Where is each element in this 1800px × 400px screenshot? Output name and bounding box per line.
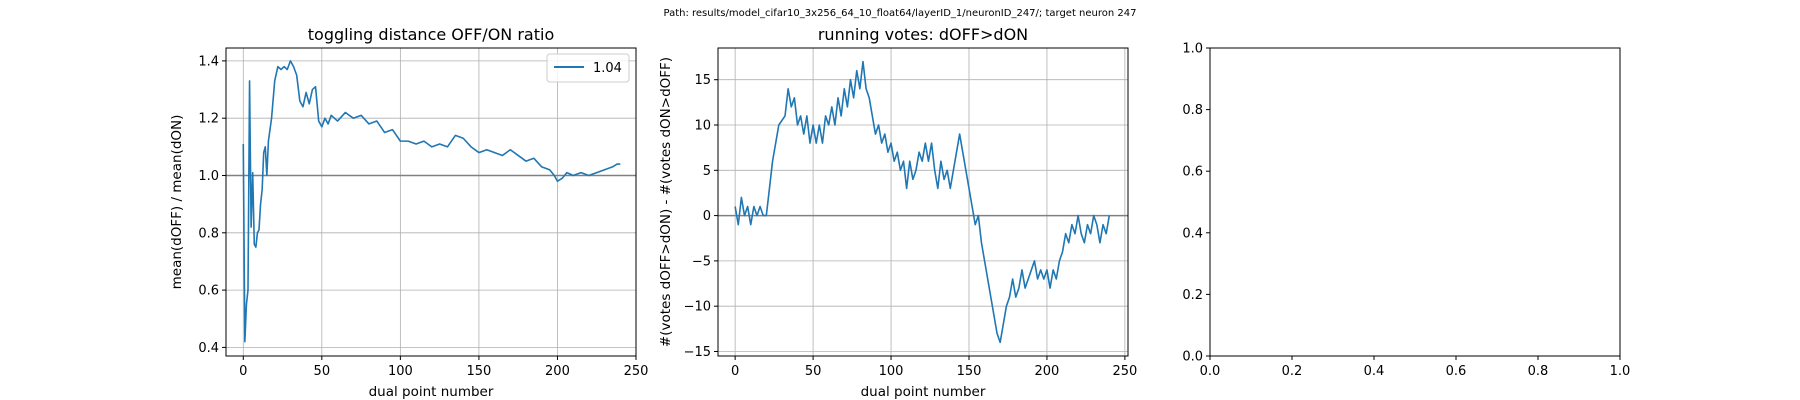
ratio-chart-line-series xyxy=(242,60,621,343)
empty-chart-frame xyxy=(1209,47,1621,357)
empty-chart-y-tick-label: 0.0 xyxy=(1182,350,1203,365)
votes-chart-frame xyxy=(717,47,1129,357)
votes-chart-axes-frame xyxy=(717,47,1129,357)
ratio-chart-x-tick-label: 150 xyxy=(466,364,491,379)
votes-chart-x-tick-label: 50 xyxy=(805,364,822,379)
ratio-chart-y-tick-label: 1.4 xyxy=(198,54,219,69)
ratio-chart-y-tick-label: 1.2 xyxy=(198,112,219,127)
empty-chart-y-ticks: 0.0 0.2 0.4 0.6 0.8 1.0 xyxy=(1182,42,1210,365)
legend-box xyxy=(546,53,630,83)
empty-chart-y-tick-label: 0.4 xyxy=(1182,226,1203,241)
ratio-chart-y-ticks: 0.4 0.6 0.8 1.0 1.2 1.4 xyxy=(198,54,226,356)
votes-chart-x-tick-label: 200 xyxy=(1035,364,1060,379)
empty-chart-panel: 0.0 0.2 0.4 0.6 0.8 1.0 0.0 0.2 0.4 0.6 0.8 1.0 xyxy=(1182,42,1630,380)
votes-chart-x-tick-label: 100 xyxy=(879,364,904,379)
votes-chart-y-ticks: −15 −10 −5 0 5 10 15 xyxy=(684,73,718,360)
votes-chart-y-tick-label: 15 xyxy=(694,73,711,88)
ratio-chart-x-tick-label: 0 xyxy=(239,364,247,379)
figure-suptitle: Path: results/model_cifar10_3x256_64_10_… xyxy=(664,8,1137,19)
empty-chart-x-tick-label: 0.0 xyxy=(1200,364,1221,379)
empty-chart-x-tick-label: 0.8 xyxy=(1528,364,1549,379)
votes-chart-y-tick-label: 5 xyxy=(703,164,711,179)
empty-chart-y-tick-label: 1.0 xyxy=(1182,42,1203,57)
ratio-chart-x-ticks: 0 50 100 150 200 250 xyxy=(239,356,648,379)
empty-chart-x-tick-label: 0.4 xyxy=(1364,364,1385,379)
votes-chart-y-tick-label: 0 xyxy=(703,209,711,224)
votes-chart-grid xyxy=(718,48,1128,356)
ratio-chart-x-tick-label: 100 xyxy=(388,364,413,379)
ratio-chart-y-tick-label: 0.4 xyxy=(198,341,219,356)
empty-chart-y-tick-label: 0.6 xyxy=(1182,165,1203,180)
empty-chart-x-ticks: 0.0 0.2 0.4 0.6 0.8 1.0 xyxy=(1200,356,1631,379)
ratio-chart-panel: 0 50 100 150 200 250 0.4 0.6 0.8 1.0 1.2 1.4 toggl… xyxy=(169,25,648,400)
ratio-chart-axes-frame xyxy=(225,47,637,357)
votes-chart-line-series xyxy=(734,60,1111,344)
ratio-chart-legend: 1.04 xyxy=(546,53,630,83)
empty-chart-y-tick-label: 0.8 xyxy=(1182,103,1203,118)
votes-chart-y-tick-label: −5 xyxy=(692,254,711,269)
ratio-chart-frame xyxy=(225,47,637,357)
ratio-chart-title: toggling distance OFF/ON ratio xyxy=(308,25,554,44)
votes-chart-y-tick-label: −10 xyxy=(684,300,711,315)
votes-chart-series xyxy=(734,60,1111,344)
votes-chart-x-tick-label: 0 xyxy=(731,364,739,379)
ratio-chart-y-axis-label: mean(dOFF) / mean(dON) xyxy=(169,115,185,290)
votes-chart-x-tick-label: 250 xyxy=(1112,364,1137,379)
ratio-chart-series xyxy=(242,60,621,343)
ratio-chart-x-tick-label: 200 xyxy=(545,364,570,379)
ratio-chart-y-tick-label: 1.0 xyxy=(198,169,219,184)
votes-chart-x-ticks: 0 50 100 150 200 250 xyxy=(731,356,1137,379)
ratio-chart-x-axis-label: dual point number xyxy=(369,384,494,400)
legend-label: 1.04 xyxy=(593,61,622,76)
ratio-chart-y-tick-label: 0.8 xyxy=(198,226,219,241)
empty-chart-x-tick-label: 0.6 xyxy=(1446,364,1467,379)
votes-chart-y-axis-label: #(votes dOFF>dON) - #(votes dON>dOFF) xyxy=(658,57,674,347)
empty-chart-x-tick-label: 0.2 xyxy=(1282,364,1303,379)
empty-chart-y-tick-label: 0.2 xyxy=(1182,288,1203,303)
empty-chart-x-tick-label: 1.0 xyxy=(1610,364,1631,379)
votes-chart-y-tick-label: −15 xyxy=(684,345,711,360)
votes-chart-y-tick-label: 10 xyxy=(694,119,711,134)
empty-chart-axes-frame xyxy=(1209,47,1621,357)
votes-chart-panel: 0 50 100 150 200 250 −15 −10 −5 0 5 10 15 running v… xyxy=(658,25,1137,400)
ratio-chart-y-tick-label: 0.6 xyxy=(198,284,219,299)
ratio-chart-x-tick-label: 50 xyxy=(314,364,331,379)
ratio-chart-x-tick-label: 250 xyxy=(624,364,649,379)
votes-chart-x-tick-label: 150 xyxy=(957,364,982,379)
votes-chart-title: running votes: dOFF>dON xyxy=(818,25,1028,44)
votes-chart-x-axis-label: dual point number xyxy=(861,384,986,400)
